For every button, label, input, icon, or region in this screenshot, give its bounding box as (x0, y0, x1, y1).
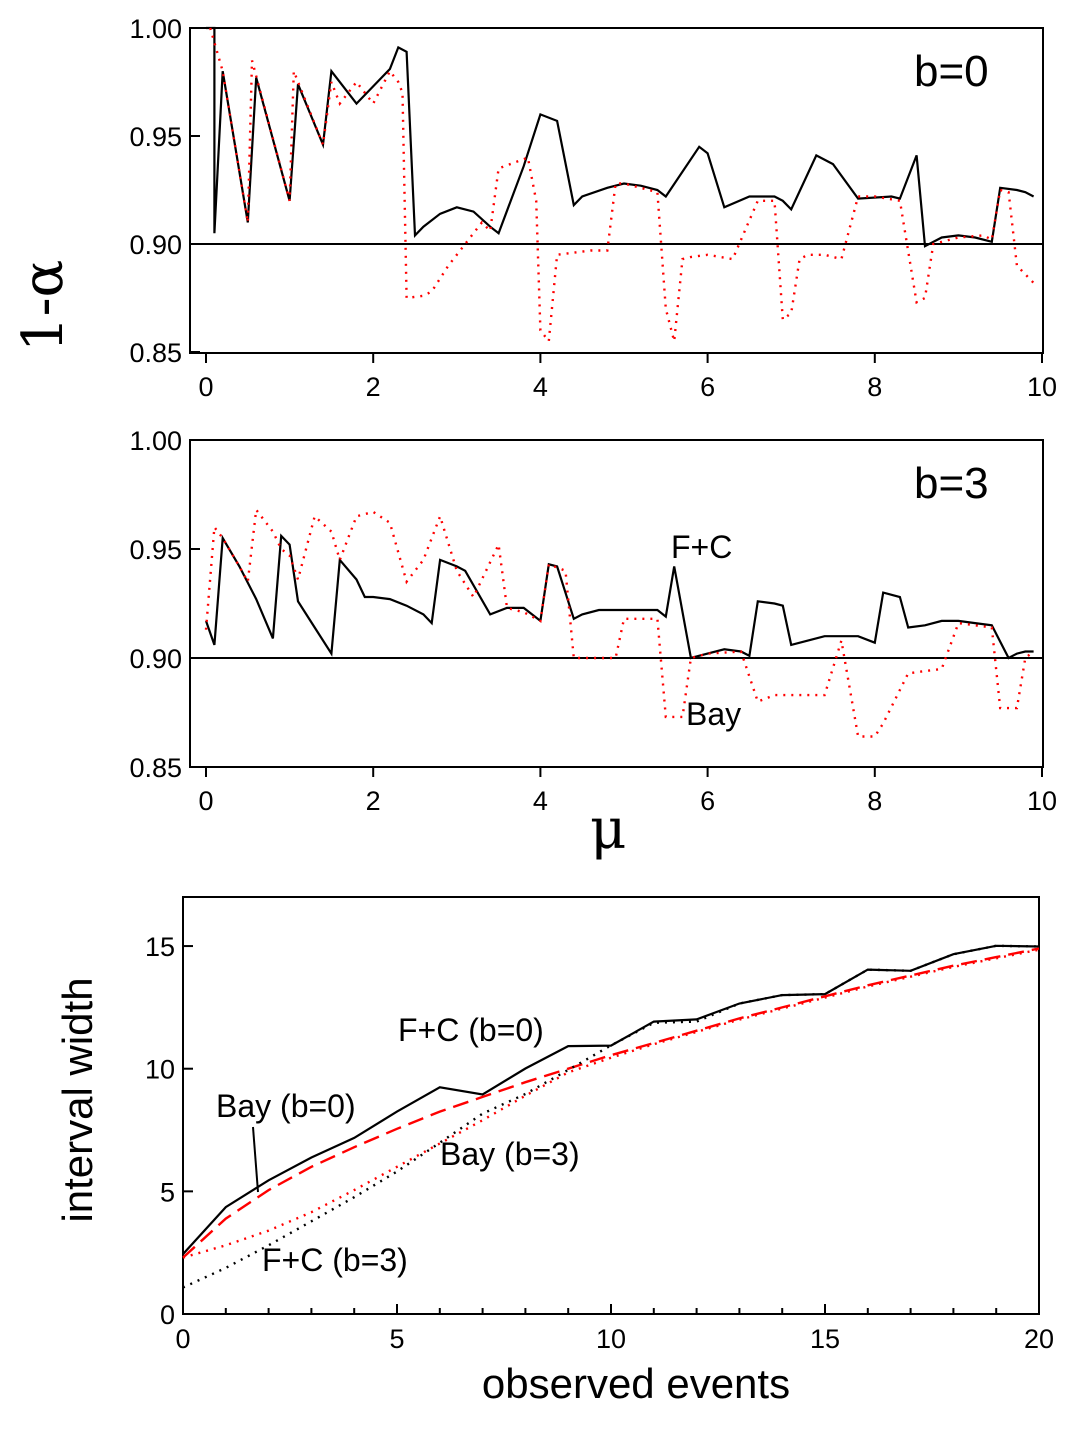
annotation-bay-b0-pointer (252, 1126, 259, 1193)
bot-ytick-label: 10 (145, 1055, 175, 1085)
mid-xtick-label: 6 (700, 786, 715, 816)
top-xtick-label: 10 (1027, 372, 1057, 402)
top-xtick-label: 6 (700, 372, 715, 402)
annotation-bay-b0: Bay (b=0) (216, 1088, 356, 1124)
annotation-bay-b3: Bay (b=3) (440, 1136, 580, 1172)
bottom-series-fc-b0 (182, 944, 1040, 1255)
mid-xtick-label: 8 (867, 786, 882, 816)
annotation-bay: Bay (686, 696, 741, 732)
bot-ytick-label: 15 (145, 932, 175, 962)
y-axis-label-top: 1-α (11, 260, 76, 352)
top-series-fc (206, 26, 1035, 248)
annotation-fc: F+C (671, 529, 732, 565)
mid-xtick-label: 10 (1027, 786, 1057, 816)
bot-xtick-label: 15 (810, 1324, 840, 1354)
top-xtick-label: 0 (198, 372, 213, 402)
mid-ytick-label: 1.00 (129, 426, 182, 456)
bot-ytick-label: 5 (160, 1177, 175, 1207)
middle-series-fc (204, 533, 1034, 660)
ticks-middle: 0 2 4 6 8 10 0.85 0.90 0.95 1.00 (129, 426, 1057, 816)
bot-ytick-label: 0 (160, 1300, 175, 1330)
annotation-fc-b3: F+C (b=3) (262, 1242, 408, 1278)
mid-xtick-label: 0 (198, 786, 213, 816)
bottom-series-bay-b3 (182, 948, 1040, 1259)
panel-top-frame (189, 27, 1044, 354)
ticks-top: 0 2 4 6 8 10 0.85 0.90 0.95 1.00 (129, 14, 1057, 402)
middle-series-bay (204, 506, 1035, 738)
top-xtick-label: 8 (867, 372, 882, 402)
bot-xtick-label: 20 (1024, 1324, 1054, 1354)
mid-ytick-label: 0.85 (129, 753, 182, 783)
mid-xtick-label: 2 (366, 786, 381, 816)
bot-xtick-label: 0 (175, 1324, 190, 1354)
bot-xtick-label: 10 (596, 1324, 626, 1354)
bot-xtick-label: 5 (389, 1324, 404, 1354)
bottom-series-fc-b3 (182, 944, 1040, 1289)
x-axis-label-bottom: observed events (482, 1360, 790, 1407)
bottom-series-bay-b0 (182, 947, 1040, 1259)
panel-middle-frame (189, 439, 1044, 768)
y-axis-label-bottom: interval width (54, 977, 101, 1222)
top-xtick-label: 2 (366, 372, 381, 402)
top-series-bay (209, 27, 1035, 345)
ticks-bottom: 0 5 10 15 20 0 5 10 15 (145, 932, 1054, 1354)
mid-ytick-label: 0.90 (129, 644, 182, 674)
annotation-b3: b=3 (914, 459, 989, 508)
top-xtick-label: 4 (533, 372, 548, 402)
annotation-fc-b0: F+C (b=0) (398, 1012, 544, 1048)
top-ytick-label: 0.95 (129, 122, 182, 152)
mid-xtick-label: 4 (533, 786, 548, 816)
x-axis-label-middle: μ (590, 797, 626, 862)
top-ytick-label: 0.85 (129, 338, 182, 368)
mid-ytick-label: 0.95 (129, 535, 182, 565)
top-ytick-label: 0.90 (129, 230, 182, 260)
top-ytick-label: 1.00 (129, 14, 182, 44)
annotation-b0: b=0 (914, 47, 989, 96)
